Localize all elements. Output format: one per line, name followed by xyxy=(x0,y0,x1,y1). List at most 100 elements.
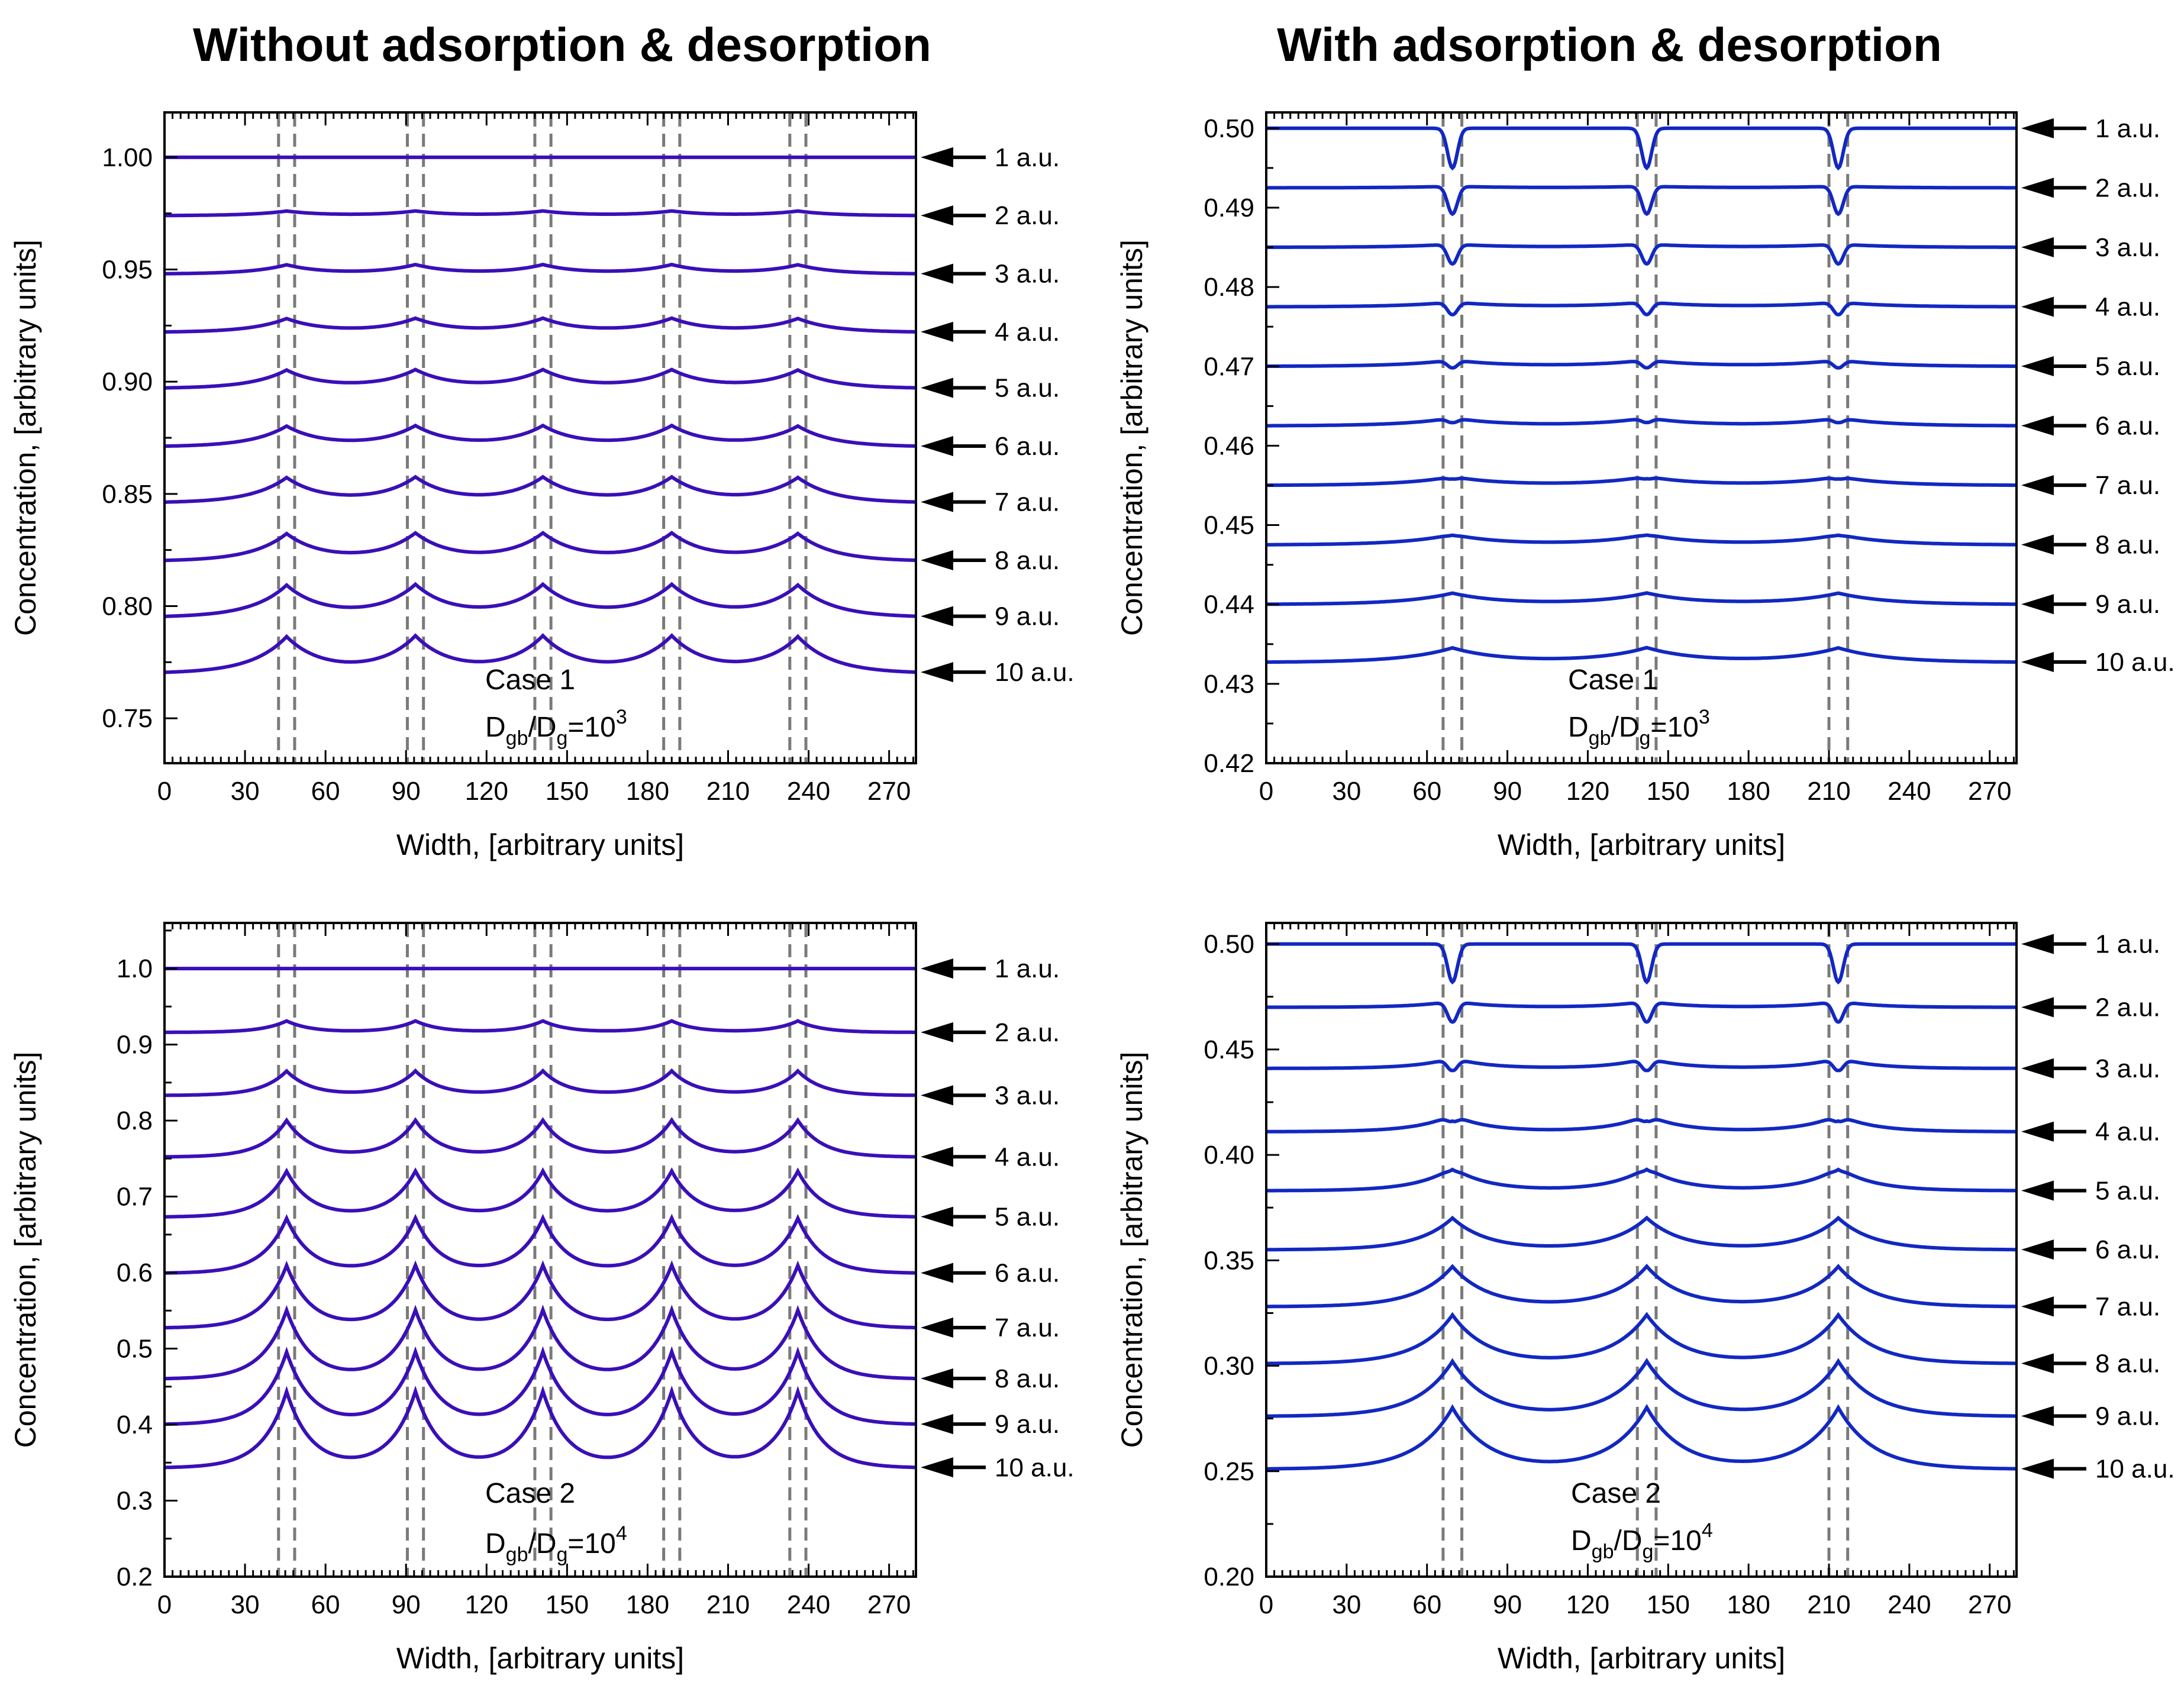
arrow-head xyxy=(2021,594,2054,615)
y-tick-label: 0.40 xyxy=(1204,1141,1254,1170)
arrow-head xyxy=(921,1457,953,1478)
series-line xyxy=(1266,533,2017,547)
arrow-head xyxy=(921,550,953,571)
series-annotation: 9 a.u. xyxy=(2095,1402,2160,1431)
ratio-part: g xyxy=(557,727,568,750)
x-tick-label: 270 xyxy=(867,1590,911,1619)
ratio-part: gb xyxy=(1592,1541,1614,1563)
x-tick-label: 210 xyxy=(1807,1590,1850,1619)
y-tick-label: 0.4 xyxy=(117,1410,153,1439)
series-line xyxy=(164,1019,916,1034)
y-tick-label: 0.75 xyxy=(102,704,153,733)
x-tick-label: 150 xyxy=(546,1590,589,1619)
ratio-part: g xyxy=(1643,1541,1654,1563)
ratio-part: /D xyxy=(528,1528,557,1560)
y-tick-label: 0.50 xyxy=(1204,114,1254,143)
diffusivity-ratio: Dgb/Dg=104 xyxy=(1571,1519,1713,1563)
arrow-head xyxy=(921,1318,953,1338)
chart-tr: 0 30 60 90 120 150 180 210 240 270 0.42 0.43 0.44 0.4… xyxy=(1115,111,2175,861)
ratio-part: 4 xyxy=(1702,1519,1713,1542)
y-tick-label: 1.0 xyxy=(117,954,153,983)
series-annotation: 9 a.u. xyxy=(995,602,1060,631)
series-annotation: 5 a.u. xyxy=(2095,352,2160,381)
x-tick-label: 120 xyxy=(465,777,508,806)
y-tick-label: 1.00 xyxy=(102,143,153,172)
arrow-head xyxy=(921,1263,953,1283)
series-annotation: 7 a.u. xyxy=(995,488,1060,517)
series-line xyxy=(164,530,916,563)
series-line xyxy=(1266,476,2017,487)
plot-frame xyxy=(1265,922,2018,1578)
arrow-head xyxy=(2021,237,2054,257)
series-line xyxy=(1266,1264,2017,1309)
series-annotation: 2 a.u. xyxy=(2095,993,2160,1022)
series-annotation: 5 a.u. xyxy=(2095,1176,2160,1205)
x-tick-label: 210 xyxy=(1807,777,1850,806)
series-line xyxy=(164,1260,916,1330)
series-line xyxy=(1266,301,2017,317)
series-line xyxy=(164,1346,917,1426)
arrow-head xyxy=(921,492,953,512)
arrow-head xyxy=(921,958,953,979)
x-tick-label: 120 xyxy=(1566,1590,1609,1619)
series-annotation: 9 a.u. xyxy=(2095,590,2160,619)
series-line xyxy=(164,633,917,674)
x-axis-label: Width, [arbitrary units] xyxy=(1498,1642,1785,1675)
x-tick-label: 60 xyxy=(1412,777,1441,806)
x-tick-label: 60 xyxy=(311,777,340,806)
y-tick-label: 0.90 xyxy=(102,367,153,396)
series-annotation: 2 a.u. xyxy=(995,201,1060,230)
series-line xyxy=(1266,1358,2017,1418)
x-tick-label: 0 xyxy=(1259,777,1273,806)
x-tick-label: 180 xyxy=(626,777,669,806)
series-line xyxy=(1266,1001,2017,1024)
arrow-head xyxy=(2021,177,2054,198)
ratio-part: gb xyxy=(1589,727,1611,750)
arrow-head xyxy=(2021,475,2054,496)
arrow-head xyxy=(2021,1458,2054,1479)
arrow-head xyxy=(2021,1406,2054,1426)
arrow-head xyxy=(921,263,953,284)
series-annotation: 7 a.u. xyxy=(995,1313,1060,1342)
series-line xyxy=(1266,591,2017,606)
series-line xyxy=(1266,1060,2017,1073)
series-annotation: 8 a.u. xyxy=(995,1364,1060,1393)
arrow-head xyxy=(921,205,953,226)
series-annotation: 5 a.u. xyxy=(995,1203,1060,1232)
x-tick-label: 0 xyxy=(1259,1590,1273,1619)
arrow-head xyxy=(921,1368,953,1389)
arrow-head xyxy=(921,147,953,167)
series-line xyxy=(1266,1167,2017,1193)
y-tick-label: 0.6 xyxy=(117,1258,153,1287)
right-column-title: With adsorption & desorption xyxy=(1277,18,1942,71)
series-annotation: 1 a.u. xyxy=(2095,930,2160,959)
series-annotation: 2 a.u. xyxy=(995,1018,1060,1047)
ratio-part: 3 xyxy=(616,706,627,728)
case-label: Case 2 xyxy=(1571,1478,1661,1509)
arrow-head xyxy=(921,662,953,683)
x-tick-label: 120 xyxy=(1566,777,1609,806)
y-axis-label: Concentration, [arbitrary units] xyxy=(1115,240,1148,636)
y-tick-label: 0.3 xyxy=(117,1487,153,1516)
series-annotation: 8 a.u. xyxy=(2095,1349,2160,1378)
arrow-head xyxy=(921,1085,953,1106)
x-axis-label: Width, [arbitrary units] xyxy=(1498,828,1785,861)
arrow-head xyxy=(921,377,953,398)
x-axis-label: Width, [arbitrary units] xyxy=(396,828,684,861)
series-line xyxy=(164,1116,916,1159)
series-annotation: 6 a.u. xyxy=(2095,412,2160,441)
series-annotation: 6 a.u. xyxy=(995,432,1060,461)
x-tick-label: 150 xyxy=(1647,777,1690,806)
series-line xyxy=(1266,1118,2017,1134)
plot-frame xyxy=(1265,111,2018,764)
ratio-part: D xyxy=(485,712,506,743)
x-tick-label: 180 xyxy=(1727,777,1770,806)
plot-frame xyxy=(163,922,917,1578)
x-tick-label: 30 xyxy=(231,1590,260,1619)
diffusivity-ratio: Dgb/Dg=104 xyxy=(485,1522,627,1566)
series-line xyxy=(164,1167,917,1219)
x-tick-label: 240 xyxy=(1888,1590,1931,1619)
ratio-part: D xyxy=(485,1528,506,1560)
chart-br: 0 30 60 90 120 150 180 210 240 270 0.20 0.25 0.30 0.3… xyxy=(1115,922,2175,1675)
series-line xyxy=(1266,1215,2017,1252)
